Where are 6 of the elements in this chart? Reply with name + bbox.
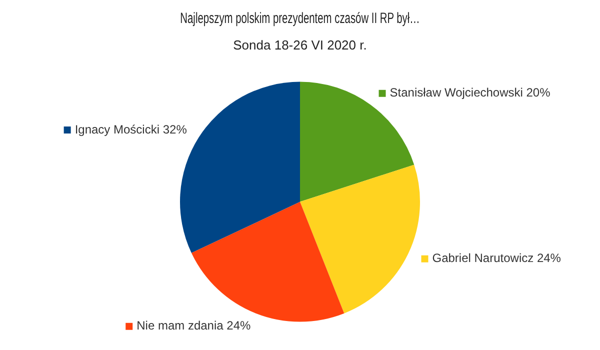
legend-label: Ignacy Mościcki 32% [74,122,188,136]
chart-title: Najlepszym polskim prezydentem czasów II RP był… [180,9,420,27]
chart-subtitle: Sonda 18-26 VI 2020 r. [233,37,367,52]
legend-label: Nie mam zdania 24% [136,318,251,333]
legend-label: Stanisław Wojciechowski 20% [390,86,551,100]
legend-label: Gabriel Narutowicz 24% [432,251,562,266]
